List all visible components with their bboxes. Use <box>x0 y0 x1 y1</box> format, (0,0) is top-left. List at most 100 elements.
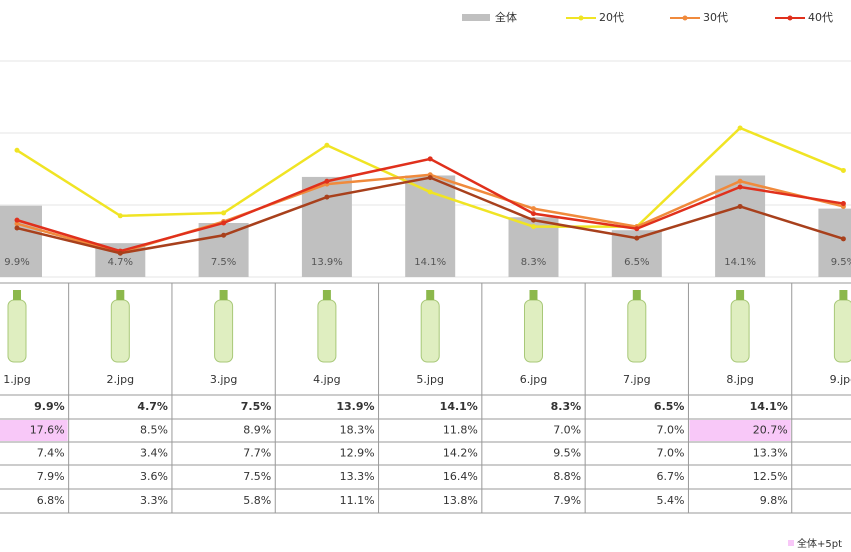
bottle <box>421 300 439 362</box>
total-cell: 4.7% <box>137 400 168 413</box>
bar-label: 9.9% <box>4 257 29 268</box>
file-name: 5.jpg <box>416 373 444 386</box>
table-cell: 13.8% <box>443 494 478 507</box>
line-point <box>738 125 743 130</box>
bottle <box>215 300 233 362</box>
table-cell: 6.8% <box>37 494 65 507</box>
line-point <box>428 190 433 195</box>
file-name: 4.jpg <box>313 373 341 386</box>
table-cell: 7.4% <box>37 447 65 460</box>
file-name: 6.jpg <box>520 373 548 386</box>
file-name: 2.jpg <box>107 373 135 386</box>
legend-label: 40代 <box>808 11 833 24</box>
bar-label: 13.9% <box>311 257 343 268</box>
bar-label: 14.1% <box>414 257 446 268</box>
note-swatch <box>788 540 794 546</box>
table-cell: 3.6% <box>140 470 168 483</box>
file-name: 7.jpg <box>623 373 651 386</box>
bottle-cap <box>633 290 641 300</box>
table-cell: 3.4% <box>140 447 168 460</box>
table-cell: 13.3% <box>753 447 788 460</box>
legend-label: 30代 <box>703 11 728 24</box>
line-point <box>118 213 123 218</box>
bottle <box>525 300 543 362</box>
bottle-cap <box>736 290 744 300</box>
table-cell: 11.1% <box>340 494 375 507</box>
table-cell: 18.3% <box>340 424 375 437</box>
table-cell: 8.8% <box>553 470 581 483</box>
table-cell: 7.0% <box>656 424 684 437</box>
bottle-cap <box>530 290 538 300</box>
table-cell: 8.5% <box>140 424 168 437</box>
table-cell: 13.3% <box>340 470 375 483</box>
total-cell: 8.3% <box>551 400 582 413</box>
line-point <box>841 236 846 241</box>
total-cell: 14.1% <box>440 400 478 413</box>
line-point <box>634 226 639 231</box>
file-name: 1.jpg <box>3 373 31 386</box>
legend-swatch <box>462 14 490 21</box>
line-point <box>428 175 433 180</box>
table-cell: 7.5% <box>243 470 271 483</box>
table-cell: 7.0% <box>553 424 581 437</box>
legend-marker <box>579 16 584 21</box>
line-point <box>428 156 433 161</box>
bar-label: 6.5% <box>624 257 649 268</box>
table-cell: 9.8% <box>760 494 788 507</box>
bottle <box>628 300 646 362</box>
table-cell: 12.5% <box>753 470 788 483</box>
bottle-cap <box>323 290 331 300</box>
bar-label: 8.3% <box>521 257 546 268</box>
bottle-cap <box>13 290 21 300</box>
total-cell: 13.9% <box>336 400 374 413</box>
bottle <box>731 300 749 362</box>
line-point <box>221 221 226 226</box>
table-cell: 5.4% <box>656 494 684 507</box>
table-cell: 20.7% <box>753 424 788 437</box>
bar-label: 14.1% <box>724 257 756 268</box>
line-point <box>531 206 536 211</box>
line-point <box>738 185 743 190</box>
file-name: 3.jpg <box>210 373 238 386</box>
legend-label: 全体 <box>495 10 517 24</box>
total-cell: 7.5% <box>241 400 272 413</box>
bar-label: 9.5% <box>831 257 851 268</box>
line-point <box>531 218 536 223</box>
line-point <box>324 143 329 148</box>
chart: 全体20代30代40代9.9%4.7%7.5%13.9%14.1%8.3%6.5… <box>0 0 851 552</box>
line-point <box>324 195 329 200</box>
table-cell: 16.4% <box>443 470 478 483</box>
line-point <box>738 204 743 209</box>
total-cell: 6.5% <box>654 400 685 413</box>
bar-label: 7.5% <box>211 257 236 268</box>
bottle <box>8 300 26 362</box>
line-point <box>738 179 743 184</box>
line-point <box>324 179 329 184</box>
table-cell: 7.7% <box>243 447 271 460</box>
line-point <box>15 148 20 153</box>
file-name: 9.jpg <box>830 373 851 386</box>
line-point <box>118 251 123 256</box>
line-point <box>15 226 20 231</box>
table-cell: 3.3% <box>140 494 168 507</box>
bottle-cap <box>220 290 228 300</box>
bottle-cap <box>426 290 434 300</box>
table-cell: 8.9% <box>243 424 271 437</box>
table-cell: 7.9% <box>37 470 65 483</box>
bottle <box>834 300 851 362</box>
line-point <box>531 211 536 216</box>
line-point <box>221 210 226 215</box>
bar-label: 4.7% <box>108 257 133 268</box>
table-cell: 6.7% <box>656 470 684 483</box>
line-point <box>841 201 846 206</box>
table-cell: 7.0% <box>656 447 684 460</box>
table-cell: 5.8% <box>243 494 271 507</box>
note: 全体+5pt <box>797 537 842 550</box>
bottle <box>318 300 336 362</box>
table-cell: 12.9% <box>340 447 375 460</box>
bar <box>199 223 249 277</box>
table-cell: 9.5% <box>553 447 581 460</box>
bottle-cap <box>839 290 847 300</box>
table-cell: 17.6% <box>30 424 65 437</box>
line-point <box>841 168 846 173</box>
